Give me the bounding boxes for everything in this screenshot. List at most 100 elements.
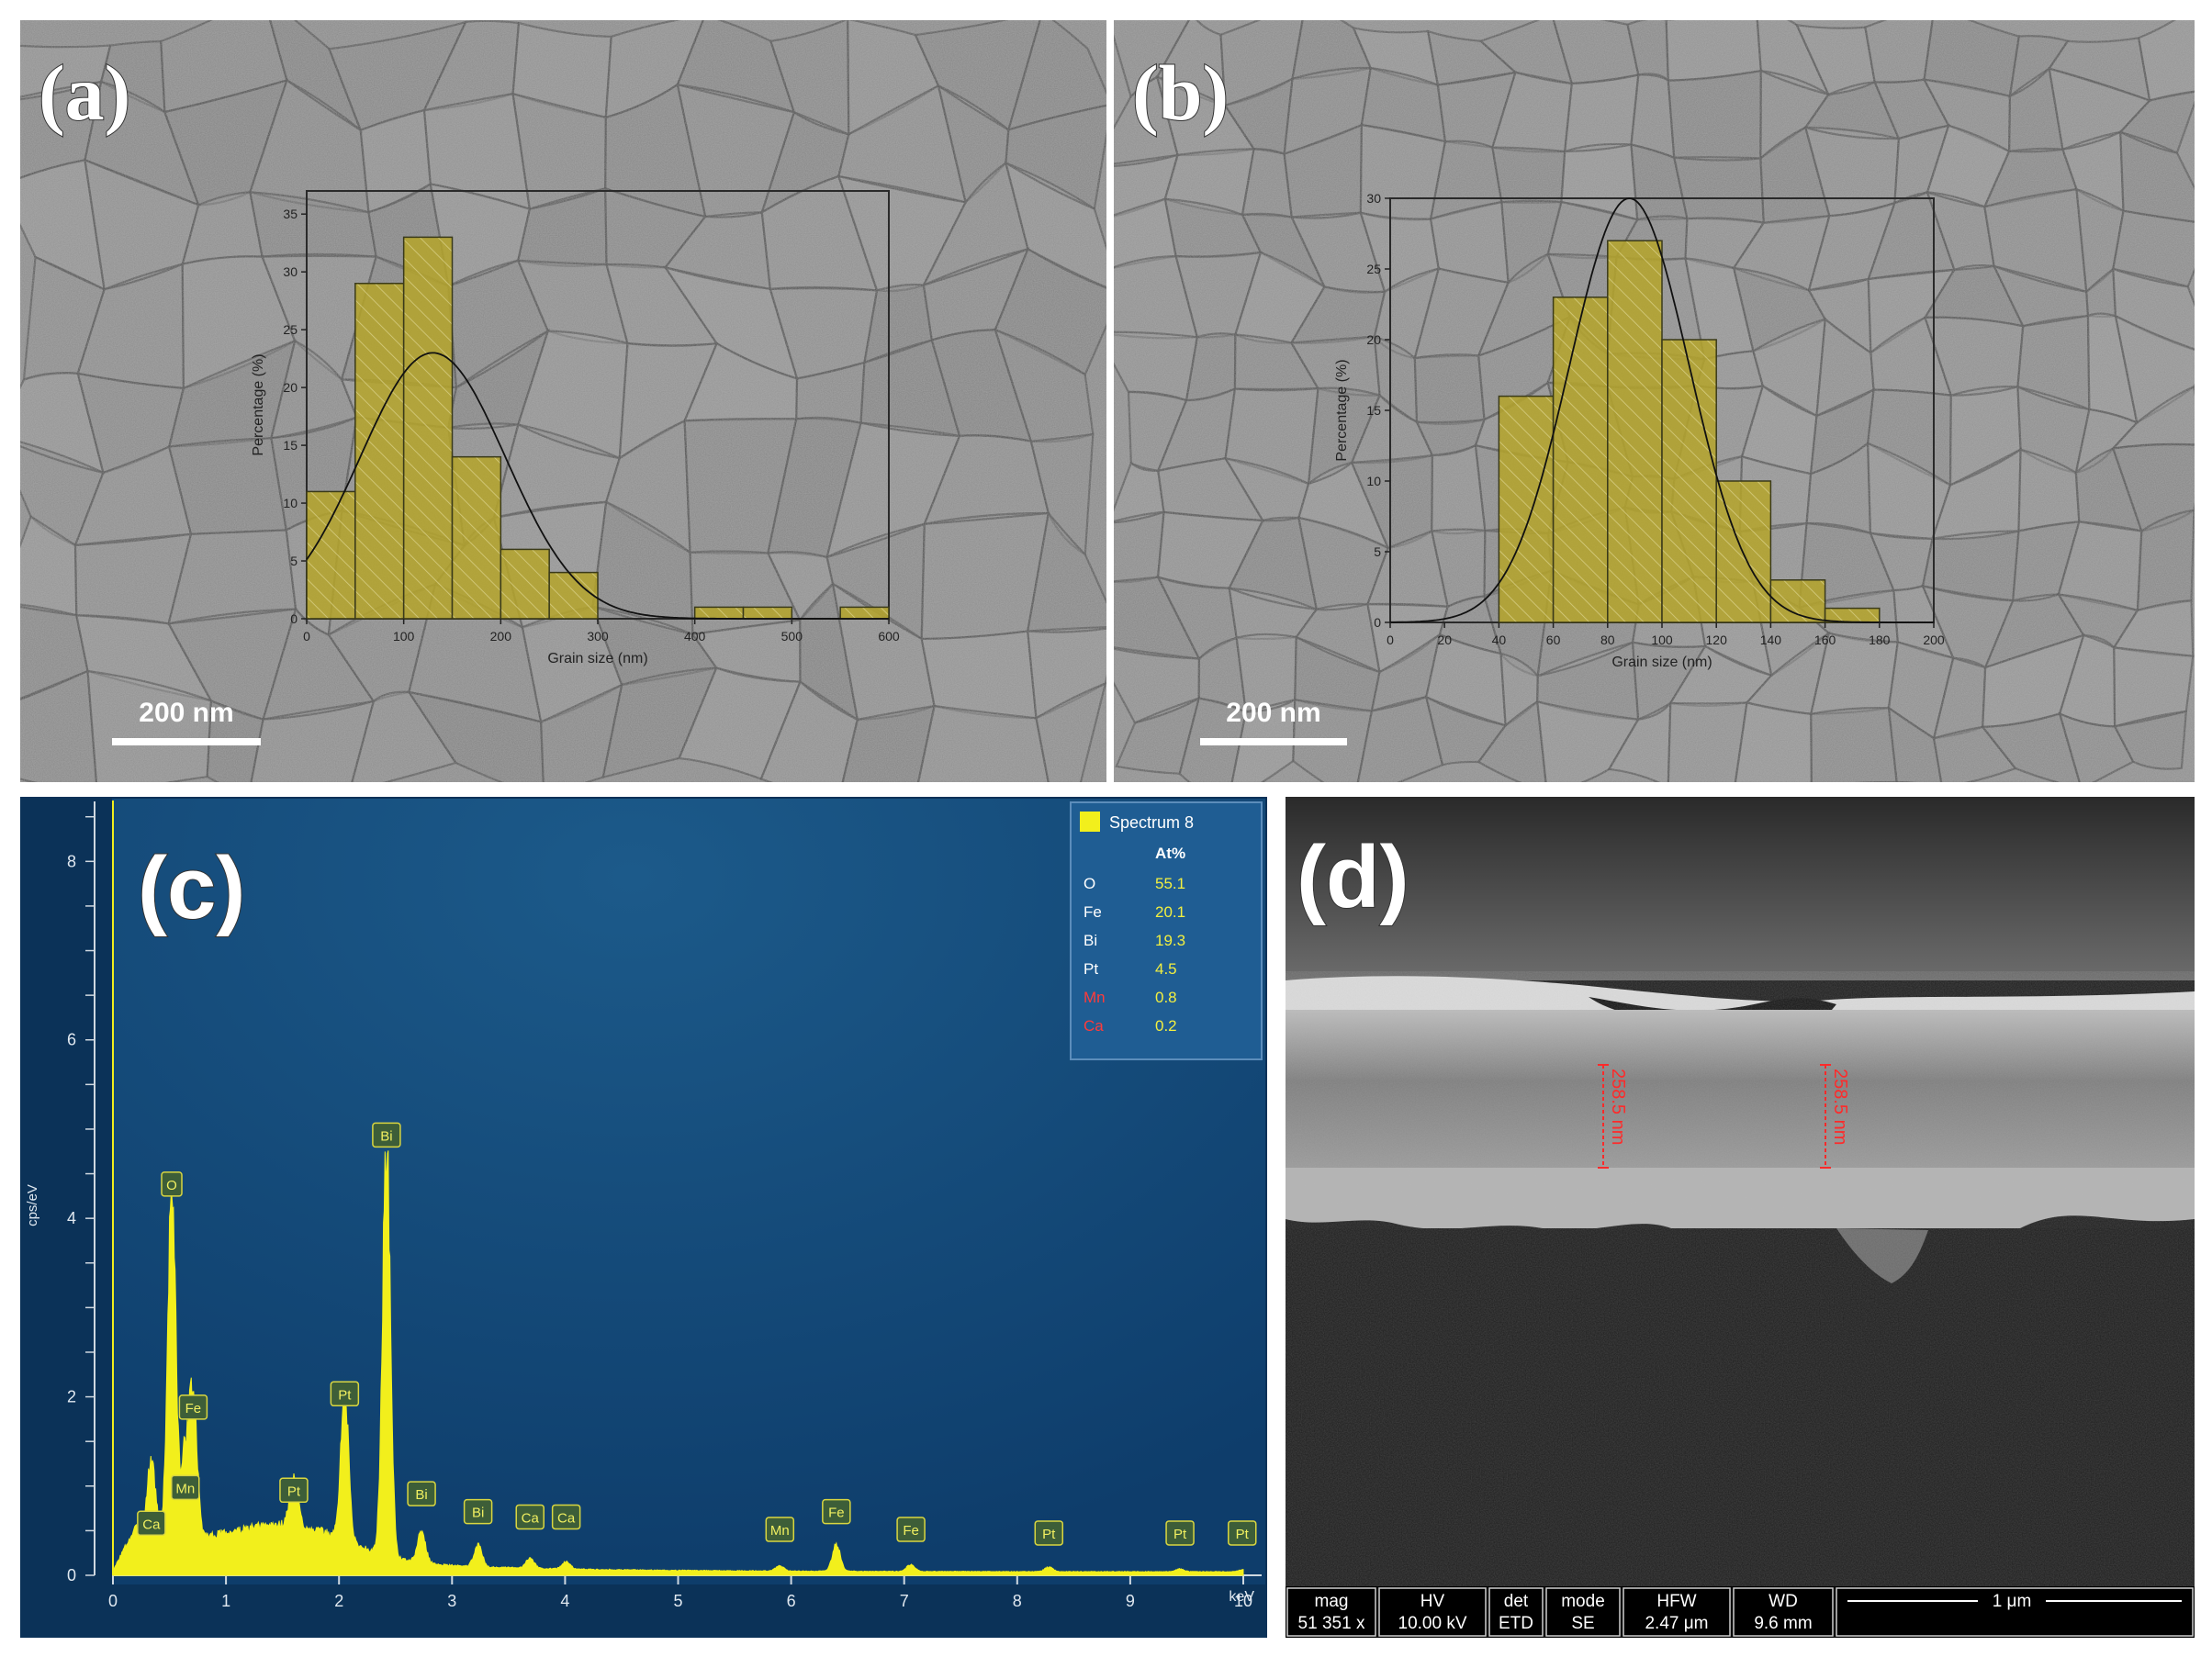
panel-b-canvas: 0 20 40 60 80 100 120 140 160 180 200 0 5 10 15 20 25 30 G… (1114, 20, 2195, 782)
histogram-bar (1661, 339, 1717, 623)
peak-label-box (896, 1517, 926, 1542)
histogram-bar (451, 455, 502, 620)
y-tick-label: 5 (1374, 544, 1381, 559)
peak-label-box (1228, 1520, 1257, 1546)
y-tick-label: 15 (283, 438, 298, 453)
x-tick-label: 120 (1706, 633, 1728, 647)
legend-element: Pt (1084, 960, 1098, 978)
y-axis-label: cps/eV (25, 1184, 40, 1226)
peak-label-box (137, 1510, 166, 1537)
x-tick-label: 100 (393, 629, 415, 644)
x-axis-label: Grain size (nm) (547, 651, 647, 666)
info-cell (1488, 1587, 1544, 1637)
panel-c-eds-spectrum: 0 1 2 3 4 5 6 7 8 9 10 0 2 4 6 8 keV cps/eV O Fe Mn Ca Pt Pt Bi B… (20, 797, 1267, 1638)
histogram-bar (500, 548, 550, 620)
y-tick-label: 15 (1366, 403, 1381, 418)
info-value: 2.47 μm (1645, 1614, 1708, 1633)
peak-label-box (765, 1517, 795, 1542)
x-tick-label: 0 (1387, 633, 1394, 647)
inset-histogram: 0 20 40 60 80 100 120 140 160 180 200 0 5 10 15 20 25 30 G… (1334, 191, 1945, 670)
peak-label: Ca (557, 1510, 576, 1526)
inset-histogram: 0 100 200 300 400 500 600 0 5 10 15 20 25 30 35 Grain s… (251, 190, 900, 666)
x-tick-label: 400 (684, 629, 706, 644)
sem-noise (1286, 971, 2195, 1586)
info-value: ETD (1499, 1614, 1533, 1633)
legend-element: Mn (1084, 989, 1106, 1006)
x-tick-label: 6 (787, 1592, 796, 1610)
y-tick-label: 30 (1366, 191, 1381, 206)
legend-value: 19.3 (1155, 932, 1185, 949)
y-tick-label: 35 (283, 207, 298, 221)
peak-labels: O Fe Mn Ca Pt Pt Bi Bi Bi Ca Ca Mn Fe Fe Pt Pt Pt (137, 1122, 1257, 1546)
sem-noise (20, 20, 1106, 782)
y-axis-label: Percentage (%) (1334, 359, 1350, 461)
peak-label: Pt (1173, 1527, 1187, 1542)
panel-b-label: (b) (1132, 49, 1229, 137)
histogram-bar (1498, 395, 1555, 623)
peak-label: O (166, 1178, 177, 1193)
x-tick-label: 4 (560, 1592, 569, 1610)
peak-label-box (161, 1171, 183, 1197)
peak-label: Fe (903, 1523, 919, 1539)
eds-spectrum-trace (112, 1150, 1244, 1576)
info-value: 9.6 mm (1754, 1614, 1812, 1633)
x-tick-label: 1 (221, 1592, 230, 1610)
peak-label-box (463, 1498, 493, 1525)
y-tick-label: 30 (283, 264, 298, 279)
gaussian-fit-curve (1390, 197, 1934, 623)
peak-label-box (822, 1498, 851, 1525)
y-tick-label: 6 (67, 1031, 76, 1049)
x-tick-label: 20 (1437, 633, 1452, 647)
panel-d-label: (d) (1297, 828, 1409, 926)
peak-label: Pt (338, 1387, 352, 1403)
legend-value: 20.1 (1155, 903, 1185, 921)
x-tick-label: 180 (1869, 633, 1891, 647)
peak-label: Pt (287, 1483, 301, 1499)
peak-label: Mn (770, 1523, 790, 1539)
x-tick-label: 40 (1492, 633, 1507, 647)
y-tick-label: 0 (1374, 615, 1381, 630)
y-tick-label: 25 (1366, 262, 1381, 276)
histogram-bar (1552, 297, 1609, 623)
legend-element: O (1084, 875, 1095, 892)
x-tick-label: 2 (334, 1592, 343, 1610)
x-tick-label: 600 (878, 629, 900, 644)
info-header: WD (1768, 1592, 1798, 1611)
scale-bar-label: 1 μm (1993, 1592, 2032, 1611)
x-tick-label: 160 (1814, 633, 1836, 647)
panel-a-sem-image: 0 100 200 300 400 500 600 0 5 10 15 20 25 30 35 Grain s… (20, 20, 1106, 782)
y-axis-label: Percentage (%) (251, 353, 266, 455)
histogram-bar (839, 606, 890, 620)
legend-value: 55.1 (1155, 875, 1185, 892)
info-cell (1733, 1587, 1834, 1637)
legend-value: 0.8 (1155, 989, 1177, 1006)
info-cell (1286, 1587, 1376, 1637)
histogram-bar (742, 606, 793, 620)
peak-label-box (372, 1122, 401, 1148)
peak-label: Fe (185, 1401, 202, 1416)
info-cell (1378, 1587, 1487, 1637)
peak-label: Bi (472, 1506, 484, 1521)
peak-label-box (171, 1474, 200, 1501)
y-tick-label: 0 (290, 611, 298, 626)
info-value: 51 351 x (1298, 1614, 1365, 1633)
histogram-bar (548, 571, 599, 620)
info-header: det (1504, 1592, 1529, 1611)
spectrum-legend: Spectrum 8 At% O 55.1 Fe 20.1 Bi 19.3 Pt 4.5 Mn 0.8… (1070, 801, 1263, 1060)
info-cell (1623, 1587, 1731, 1637)
legend-value: 4.5 (1155, 960, 1177, 978)
info-value: 10.00 kV (1398, 1614, 1467, 1633)
peak-label-box (178, 1394, 208, 1420)
peak-label: Fe (828, 1506, 845, 1521)
info-header: mag (1315, 1592, 1349, 1611)
histogram-bar (693, 606, 745, 620)
peak-label-box (515, 1504, 545, 1530)
peak-label-box (551, 1504, 581, 1530)
info-header: HV (1420, 1592, 1445, 1611)
legend-element: Bi (1084, 932, 1097, 949)
x-tick-label: 8 (1013, 1592, 1022, 1610)
x-axis-label: Grain size (nm) (1611, 655, 1712, 670)
scale-bar (112, 738, 261, 745)
peak-label-box (1034, 1520, 1064, 1546)
peak-label: Pt (1042, 1527, 1056, 1542)
